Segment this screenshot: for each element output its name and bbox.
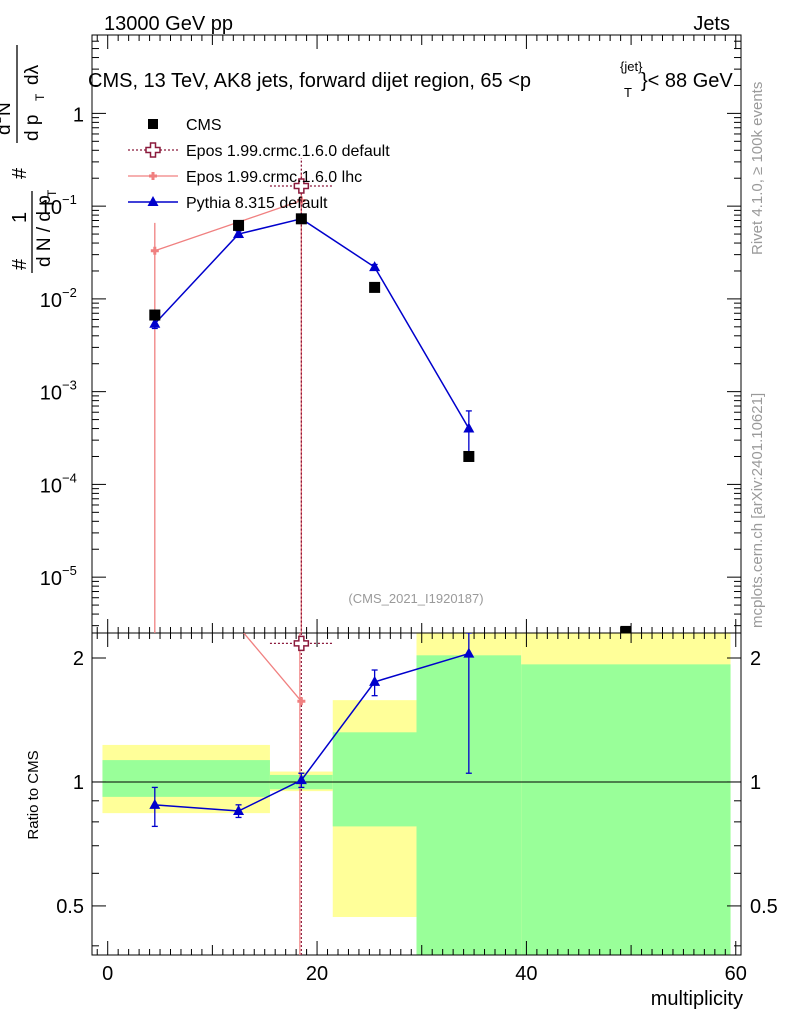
legend-marker-epos-lhc <box>149 172 157 180</box>
y-tick-label: 1 <box>73 104 84 126</box>
title-main: CMS, 13 TeV, AK8 jets, forward dijet reg… <box>88 70 531 92</box>
legend: CMS Epos 1.99.crmc.1.6.0 default Epos 1.99… <box>128 117 390 212</box>
svg-text:d: d <box>0 124 15 135</box>
y-tick-label-exponent: −2 <box>62 285 77 300</box>
y-axis-label: # 1 d N / d p T # d 2 N d p T dλ <box>0 45 59 273</box>
y-tick-label-exponent: −1 <box>62 192 77 207</box>
ratio-epos-lhc-point <box>297 697 306 706</box>
legend-entry-epos-default: Epos 1.99.crmc.1.6.0 default <box>186 143 390 160</box>
ratio-pythia-point <box>149 798 161 809</box>
side-text-mcplots: mcplots.cern.ch [arXiv:2401.10621] <box>749 393 766 628</box>
cms-point <box>233 219 245 231</box>
svg-text:d p: d p <box>22 115 43 141</box>
header-right: Jets <box>693 13 730 35</box>
legend-marker-cms <box>148 119 158 129</box>
ratio-y-axis-label: Ratio to CMS <box>25 750 42 839</box>
legend-entry-pythia: Pythia 8.315 default <box>186 195 328 212</box>
analysis-watermark: (CMS_2021_I1920187) <box>348 591 483 606</box>
main-data-layer <box>149 158 632 633</box>
cms-point <box>295 213 307 225</box>
ratio-tick-label-left: 1 <box>73 772 84 794</box>
pythia-point <box>233 228 245 239</box>
epos-lhc-point <box>150 246 159 255</box>
ratio-pythia-point <box>233 805 245 816</box>
legend-marker-pythia <box>147 196 159 206</box>
cms-point <box>369 281 381 293</box>
svg-text:T: T <box>33 93 47 101</box>
y-tick-label: 10 <box>40 475 62 497</box>
ratio-data-layer <box>149 633 475 955</box>
ratio-tick-label-right: 2 <box>750 648 761 670</box>
ratio-epos-lhc-line <box>243 633 302 702</box>
epos-default-point <box>293 178 310 194</box>
svg-text:dλ: dλ <box>22 64 43 85</box>
legend-entry-cms: CMS <box>186 117 222 134</box>
y-tick-label: 10 <box>40 290 62 312</box>
x-tick-label: 0 <box>102 963 113 985</box>
x-tick-label: 60 <box>725 963 747 985</box>
pythia-point <box>369 261 381 272</box>
ratio-tick-label-left: 0.5 <box>56 896 84 918</box>
svg-text:N: N <box>0 102 15 116</box>
svg-text:#: # <box>9 258 31 270</box>
y-tick-label-exponent: −5 <box>62 563 77 578</box>
chart-title: CMS, 13 TeV, AK8 jets, forward dijet reg… <box>88 59 733 100</box>
band-inner-2 <box>332 732 417 827</box>
svg-text:T: T <box>45 189 59 197</box>
ratio-pythia-point <box>295 774 307 785</box>
ratio-tick-label-right: 0.5 <box>750 896 778 918</box>
y-tick-label: 10 <box>40 197 62 219</box>
title-subscript: T <box>624 85 632 100</box>
band-inner-0 <box>102 760 270 797</box>
header-left: 13000 GeV pp <box>104 13 233 35</box>
side-text-rivet: Rivet 4.1.0, ≥ 100k events <box>749 82 766 255</box>
legend-marker-epos-default <box>145 142 161 158</box>
ratio-pythia-point <box>463 647 475 658</box>
pythia-point <box>149 317 161 328</box>
title-tail: }< 88 GeV <box>641 70 733 92</box>
title-superscript: {jet} <box>620 59 643 74</box>
svg-text:2: 2 <box>0 117 4 123</box>
ratio-pythia-point <box>369 675 381 686</box>
svg-text:#: # <box>9 167 31 179</box>
ratio-uncertainty-bands <box>102 633 731 955</box>
y-tick-label: 10 <box>40 568 62 590</box>
legend-entry-epos-lhc: Epos 1.99.crmc.1.6.0 lhc <box>186 169 362 186</box>
y-tick-label-exponent: −3 <box>62 378 77 393</box>
x-axis-label: multiplicity <box>651 988 743 1010</box>
cms-point <box>149 309 161 321</box>
epos-lhc-line <box>154 199 302 252</box>
x-tick-label: 20 <box>306 963 328 985</box>
y-tick-label-exponent: −4 <box>62 470 77 485</box>
svg-text:d N / d p: d N / d p <box>34 195 55 267</box>
pythia-line <box>154 218 470 429</box>
ratio-tick-label-right: 1 <box>750 772 761 794</box>
svg-text:1: 1 <box>9 212 31 223</box>
svg-text:CMS, 13 TeV, AK8 jets, forward: CMS, 13 TeV, AK8 jets, forward dijet reg… <box>88 70 531 92</box>
band-inner-4 <box>521 664 731 955</box>
ratio-plot-frame <box>91 632 742 956</box>
ratio-tick-label-left: 2 <box>73 648 84 670</box>
pythia-point <box>463 422 475 433</box>
cms-point <box>463 450 475 462</box>
cms-point <box>620 625 632 633</box>
ratio-epos-default-point <box>293 635 310 652</box>
y-tick-label: 10 <box>40 383 62 405</box>
x-tick-label: 40 <box>515 963 537 985</box>
